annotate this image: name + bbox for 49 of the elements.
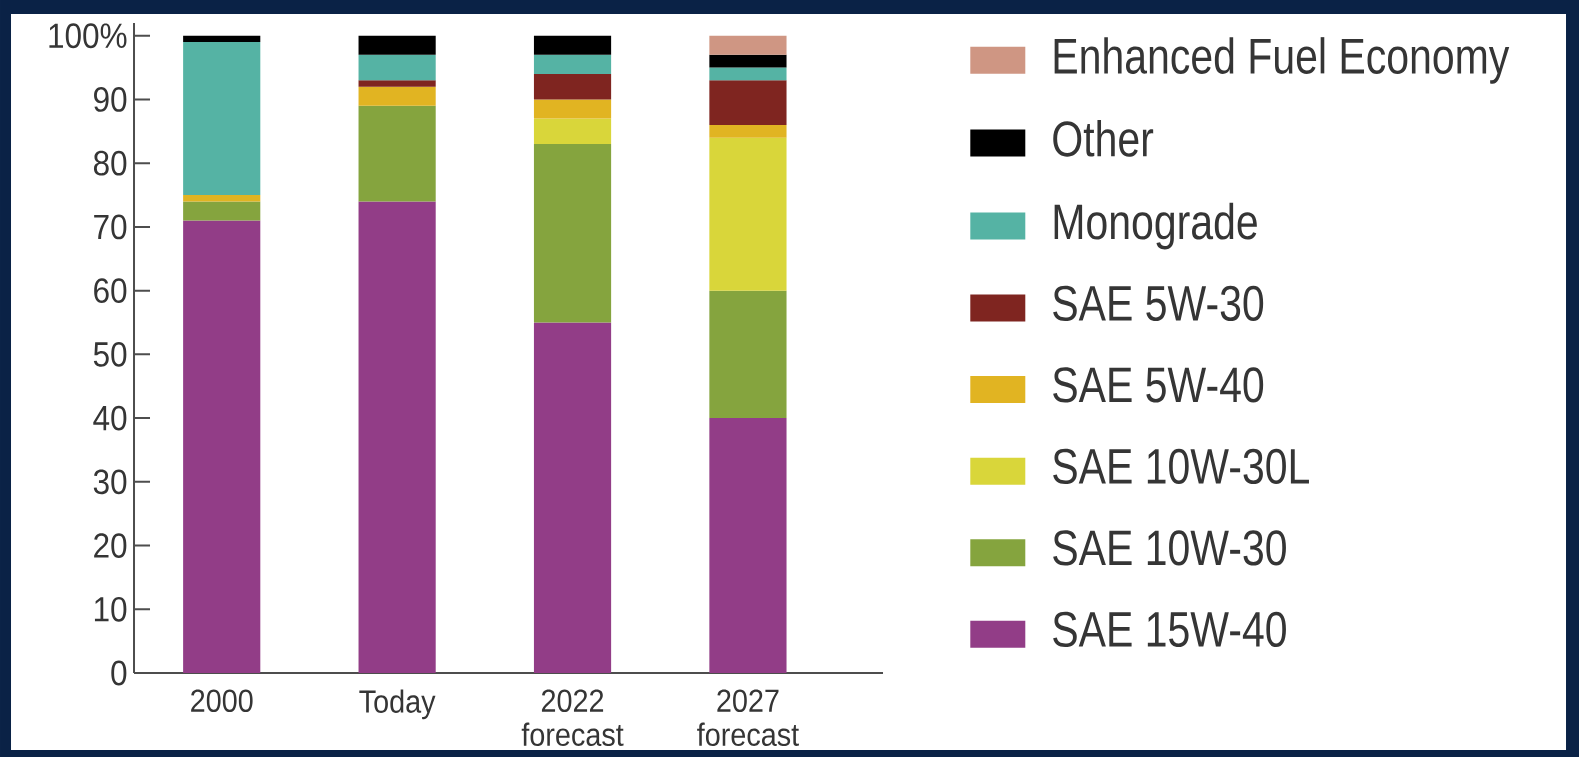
y-tick-label: 20 <box>94 533 127 558</box>
bar <box>533 73 612 100</box>
bar <box>183 195 261 202</box>
bar <box>183 220 261 673</box>
bar <box>709 54 787 68</box>
legend-label: Monograde <box>1054 202 1257 250</box>
x-tick-label: 2022 forecast <box>521 689 624 747</box>
bar <box>533 144 612 323</box>
y-tick-label: 0 <box>111 660 127 686</box>
legend-label: SAE 5W-40 <box>1053 367 1264 403</box>
bar <box>533 99 612 119</box>
bar <box>709 418 787 673</box>
bar <box>709 35 787 55</box>
legend-label: SAE 10W-30 <box>1053 530 1286 566</box>
bar <box>533 54 612 74</box>
bar <box>709 137 787 291</box>
bar <box>183 201 261 221</box>
x-tick-label: 2000 <box>191 689 253 713</box>
legend-label: Other <box>1053 119 1154 157</box>
bar <box>709 290 787 419</box>
bar <box>183 35 261 43</box>
y-tick-label: 70 <box>94 214 127 240</box>
y-tick-label: 30 <box>93 469 127 495</box>
bar <box>358 35 436 55</box>
bar <box>358 80 436 87</box>
x-tick-label: 2027 forecast <box>697 689 799 747</box>
bar <box>533 118 612 145</box>
bar <box>709 124 787 138</box>
bar <box>358 54 436 81</box>
legend-label: Enhanced Fuel Economy <box>1054 37 1510 84</box>
bar <box>358 201 436 673</box>
bar <box>709 80 787 125</box>
bar <box>358 105 436 202</box>
bar <box>183 42 261 196</box>
bar <box>709 67 787 81</box>
y-tick-label: 40 <box>93 405 127 431</box>
y-tick-label: 100% <box>49 23 127 49</box>
x-tick-label: Today <box>359 689 436 720</box>
y-tick-label: 80 <box>93 150 127 176</box>
bar <box>533 322 612 673</box>
bar <box>358 86 436 106</box>
legend-label: SAE 5W-30 <box>1053 285 1264 322</box>
y-tick-label: 10 <box>94 596 127 622</box>
legend-label: SAE 10W-30L <box>1053 448 1309 485</box>
bar <box>533 35 612 55</box>
y-tick-label: 50 <box>93 341 127 367</box>
legend-label: SAE 15W-40 <box>1053 611 1286 648</box>
y-tick-label: 90 <box>94 87 127 112</box>
y-tick-label: 60 <box>94 278 127 304</box>
